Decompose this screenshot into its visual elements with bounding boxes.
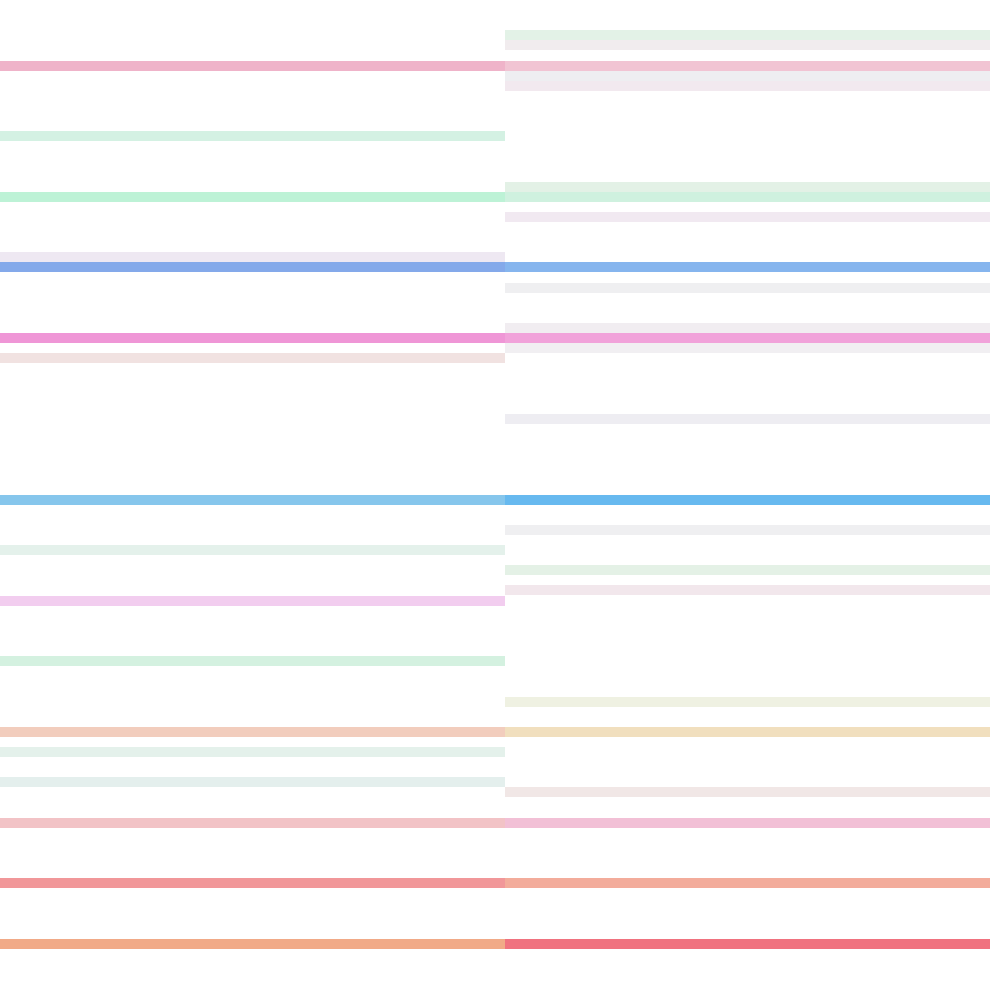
left-stripe-column bbox=[0, 61, 505, 949]
right-stripe-22 bbox=[505, 818, 990, 828]
left-stripe-15 bbox=[0, 818, 505, 828]
left-stripe-10 bbox=[0, 596, 505, 606]
right-stripe-23 bbox=[505, 878, 990, 888]
left-stripe-1 bbox=[0, 61, 505, 71]
right-stripe-7 bbox=[505, 192, 990, 202]
left-stripe-11 bbox=[0, 656, 505, 666]
left-stripe-4 bbox=[0, 252, 505, 262]
right-stripe-column bbox=[505, 0, 990, 990]
right-stripe-2 bbox=[505, 40, 990, 50]
right-stripe-8 bbox=[505, 212, 990, 222]
right-stripe-10 bbox=[505, 283, 990, 293]
left-stripe-13 bbox=[0, 747, 505, 757]
right-stripe-24 bbox=[505, 939, 990, 949]
left-stripe-14 bbox=[0, 777, 505, 787]
right-stripe-18 bbox=[505, 585, 990, 595]
left-stripe-12 bbox=[0, 727, 505, 737]
right-stripe-16 bbox=[505, 525, 990, 535]
right-stripe-5 bbox=[505, 81, 990, 91]
left-stripe-8 bbox=[0, 495, 505, 505]
left-stripe-16 bbox=[0, 878, 505, 888]
left-stripe-7 bbox=[0, 353, 505, 363]
right-stripe-12 bbox=[505, 333, 990, 343]
right-stripe-19 bbox=[505, 697, 990, 707]
left-stripe-5 bbox=[0, 262, 505, 272]
left-stripe-3 bbox=[0, 192, 505, 202]
right-stripe-15 bbox=[505, 495, 990, 505]
left-stripe-2 bbox=[0, 131, 505, 141]
right-stripe-4 bbox=[505, 71, 990, 81]
right-stripe-1 bbox=[505, 30, 990, 40]
left-stripe-9 bbox=[0, 545, 505, 555]
right-stripe-14 bbox=[505, 414, 990, 424]
right-stripe-20 bbox=[505, 727, 990, 737]
right-stripe-6 bbox=[505, 182, 990, 192]
right-stripe-21 bbox=[505, 787, 990, 797]
left-stripe-17 bbox=[0, 939, 505, 949]
left-stripe-6 bbox=[0, 333, 505, 343]
right-stripe-3 bbox=[505, 61, 990, 71]
right-stripe-11 bbox=[505, 323, 990, 333]
right-stripe-9 bbox=[505, 262, 990, 272]
right-stripe-13 bbox=[505, 343, 990, 353]
right-stripe-17 bbox=[505, 565, 990, 575]
